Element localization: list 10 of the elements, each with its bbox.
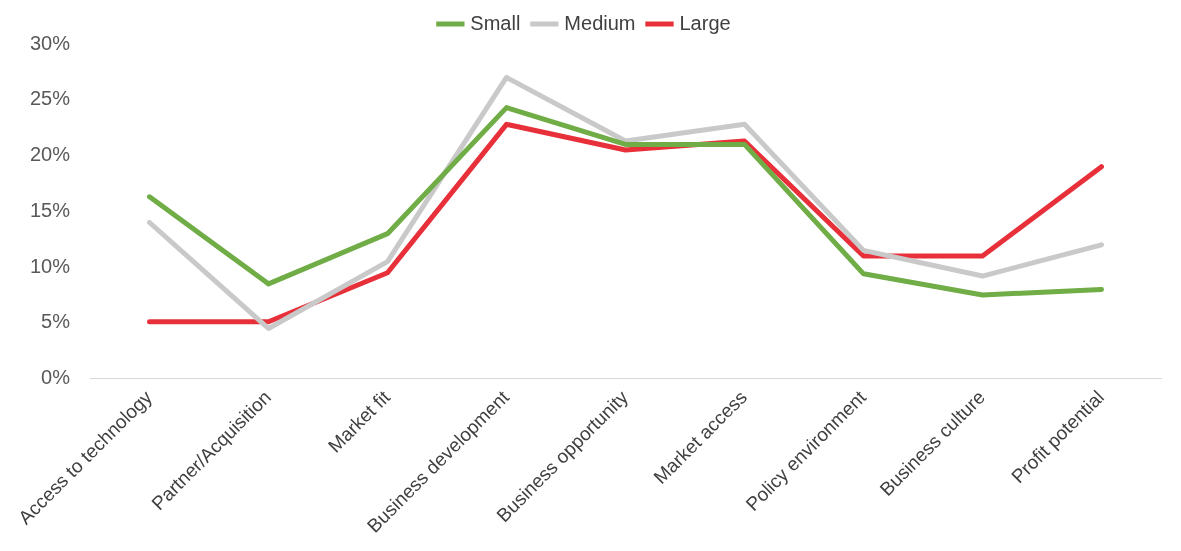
y-tick-label: 0%: [41, 366, 71, 389]
legend-label: Medium: [564, 11, 636, 34]
legend-label: Large: [679, 11, 731, 34]
y-tick-label: 20%: [30, 143, 71, 166]
y-tick-label: 30%: [30, 31, 71, 54]
y-tick-label: 5%: [41, 310, 71, 333]
legend-label: Small: [470, 11, 521, 34]
y-tick-label: 10%: [30, 254, 71, 277]
y-tick-label: 25%: [30, 87, 71, 110]
y-tick-label: 15%: [30, 198, 71, 221]
